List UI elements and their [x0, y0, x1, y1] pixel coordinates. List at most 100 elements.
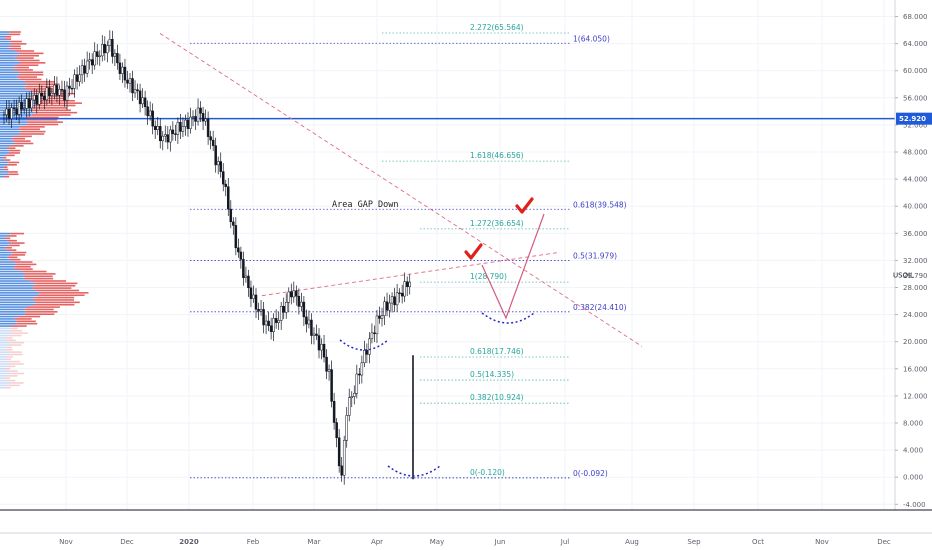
- profile-bar-blue: [0, 280, 30, 282]
- candle-body: [390, 296, 394, 304]
- profile-bar-red: [2, 156, 7, 159]
- candle-body: [408, 281, 411, 287]
- profile-bar-red: [12, 332, 29, 334]
- candle-body: [353, 392, 356, 397]
- candle-body: [73, 74, 76, 89]
- candle-body: [340, 465, 343, 476]
- profile-bar-blue: [0, 313, 25, 315]
- profile-bar-red: [26, 116, 59, 119]
- profile-bar-blue: [0, 329, 11, 332]
- candle-body: [184, 119, 187, 127]
- profile-bar-blue: [0, 325, 13, 327]
- profile-bar-red: [18, 315, 41, 318]
- profile-bar-blue: [0, 292, 40, 294]
- profile-bar-red: [19, 133, 45, 135]
- candle-body: [179, 121, 182, 132]
- candle-body: [153, 125, 157, 130]
- candle-body: [186, 119, 190, 129]
- profile-bar-blue: [0, 76, 17, 78]
- profile-bar-red: [14, 69, 33, 71]
- candle-body: [17, 101, 21, 115]
- candle-body: [189, 116, 192, 129]
- profile-bar-red: [10, 353, 23, 356]
- profile-bar-red: [24, 273, 56, 275]
- projection-path: [481, 213, 545, 320]
- candle-body: [27, 98, 31, 109]
- fib-extension-label: 0.5(14.335): [470, 370, 514, 379]
- profile-bar-blue: [0, 137, 12, 140]
- candle-body: [405, 281, 409, 287]
- candle-body: [282, 306, 285, 313]
- profile-bar-blue: [0, 126, 21, 128]
- profile-bar-red: [18, 78, 42, 81]
- candle-body: [53, 84, 56, 94]
- profile-bar-red: [17, 59, 40, 62]
- symbol-label: USOIL: [893, 271, 914, 279]
- candle-body: [146, 106, 149, 117]
- candle-body: [12, 107, 16, 110]
- candle-body: [350, 396, 354, 398]
- candle-body: [395, 292, 399, 306]
- time-tick-label: Aug: [625, 538, 639, 546]
- profile-bar-blue: [0, 353, 11, 356]
- candle-body: [58, 88, 61, 96]
- profile-bar-red: [7, 256, 18, 259]
- profile-bar-blue: [0, 358, 5, 361]
- profile-bar-blue: [0, 104, 34, 107]
- profile-bar-red: [9, 258, 21, 261]
- profile-bar-blue: [0, 232, 11, 235]
- candle-body: [347, 397, 351, 416]
- profile-bar-red: [33, 104, 76, 107]
- profile-bar-blue: [0, 237, 5, 240]
- downtrend-line: [159, 33, 643, 347]
- profile-bar-red: [7, 249, 17, 251]
- profile-bar-blue: [0, 50, 16, 52]
- left-shoulder-arc: [339, 339, 389, 351]
- price-tick-label: -4.000: [903, 501, 926, 509]
- profile-bar-blue: [0, 159, 5, 161]
- candle-body: [199, 107, 202, 114]
- fib-extension-label: 2.272(65.564): [470, 23, 524, 32]
- candle-body: [259, 309, 263, 312]
- profile-bar-red: [20, 270, 47, 273]
- fib-extension-label: 0.382(10.924): [470, 393, 524, 402]
- profile-bar-blue: [0, 365, 7, 368]
- profile-bar-red: [24, 308, 54, 311]
- profile-bar-blue: [0, 367, 5, 370]
- profile-bar-blue: [0, 123, 27, 126]
- profile-bar-red: [29, 280, 67, 282]
- time-tick-label: Mar: [307, 538, 320, 546]
- profile-bar-red: [8, 173, 19, 176]
- profile-bar-red: [33, 284, 76, 287]
- candle-body: [148, 110, 152, 117]
- candle-body: [224, 183, 228, 187]
- candle-body: [315, 333, 318, 336]
- profile-bar-red: [23, 277, 54, 280]
- candle-body: [136, 89, 139, 92]
- candle-body: [221, 171, 225, 185]
- profile-bar-red: [6, 365, 16, 368]
- candle-body: [43, 95, 46, 101]
- fib-extension-label: 1.272(36.654): [470, 219, 524, 228]
- profile-bar-blue: [0, 263, 17, 266]
- candle-body: [262, 309, 265, 326]
- profile-bar-blue: [0, 356, 6, 358]
- candle-body: [113, 53, 117, 57]
- profile-bar-red: [8, 161, 20, 164]
- candle-body: [335, 422, 338, 439]
- candle-body: [322, 343, 326, 358]
- profile-bar-blue: [0, 277, 24, 280]
- candle-body: [35, 95, 39, 105]
- profile-bar-blue: [0, 69, 15, 71]
- profile-bar-blue: [0, 164, 8, 166]
- time-tick-label: Jul: [560, 538, 570, 546]
- profile-bar-blue: [0, 128, 19, 131]
- candle-body: [78, 74, 81, 82]
- profile-bar-blue: [0, 261, 15, 263]
- profile-bar-red: [10, 232, 24, 235]
- candle-body: [227, 186, 230, 210]
- fib-retracement-label: 0.382(24.410): [573, 303, 627, 312]
- candle-body: [171, 129, 175, 135]
- candle-body: [297, 295, 301, 307]
